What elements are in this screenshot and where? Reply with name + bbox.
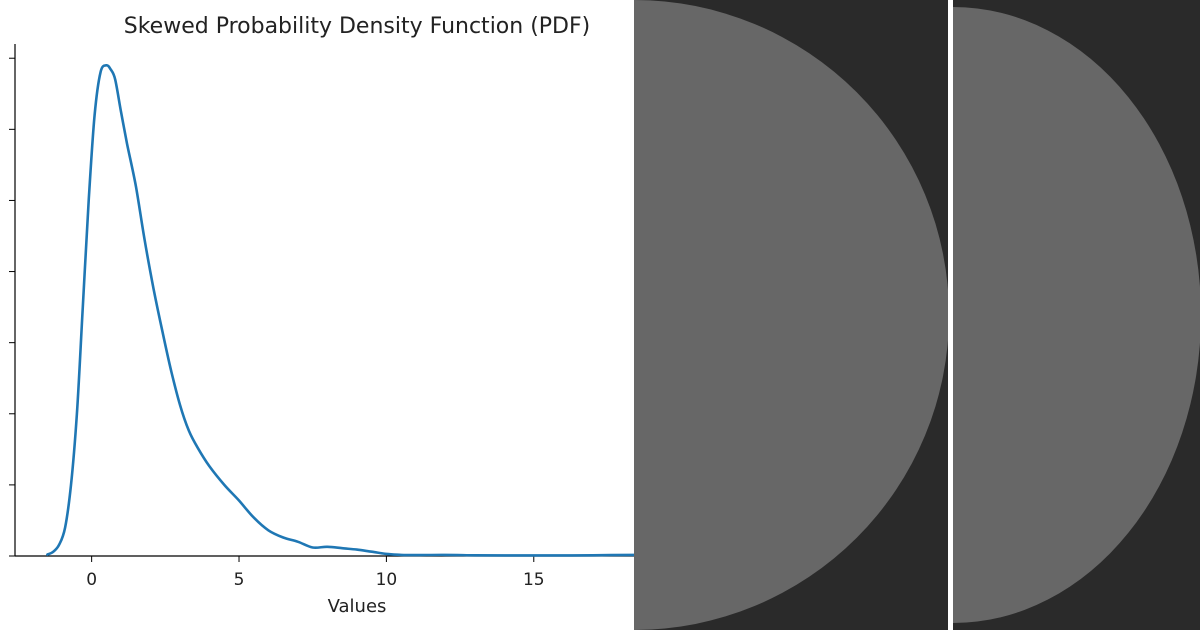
x-tick-label: 5: [234, 570, 245, 590]
gray-half-disc-right: [953, 7, 1200, 623]
pdf-chart-svg: Skewed Probability Density Function (PDF…: [9, 14, 634, 617]
pdf-curve: [46, 63, 634, 557]
y-ticks: [9, 57, 15, 557]
x-axis-label: Values: [328, 596, 387, 617]
x-tick-label: 10: [376, 570, 398, 590]
chart-title: Skewed Probability Density Function (PDF…: [124, 14, 590, 39]
x-ticks: 0 5 10 15: [86, 556, 545, 590]
pdf-chart: Skewed Probability Density Function (PDF…: [9, 14, 634, 617]
x-tick-label: 15: [523, 570, 545, 590]
gray-half-disc-left: [634, 0, 948, 630]
dark-image-panel-left: [634, 0, 948, 630]
dark-image-panel-right: [953, 0, 1200, 630]
panel-divider: [948, 0, 953, 630]
x-tick-label: 0: [86, 570, 97, 590]
